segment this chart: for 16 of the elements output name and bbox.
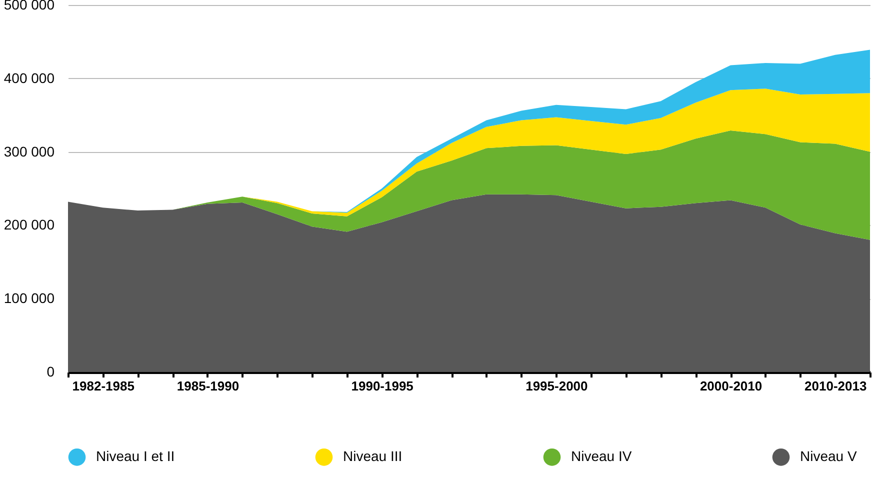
y-tick-label: 300 000: [4, 143, 55, 160]
legend-label: Niveau I et II: [96, 448, 175, 464]
y-tick-label: 200 000: [4, 216, 55, 233]
y-tick-label: 100 000: [4, 290, 55, 306]
legend-label: Niveau V: [800, 448, 858, 464]
legend-label: Niveau IV: [571, 448, 632, 464]
x-tick-label: 1995-2000: [526, 378, 588, 394]
x-tick-label: 2010-2013: [804, 378, 867, 394]
y-tick-label: 500 000: [4, 0, 55, 12]
x-tick-label: 1990-1995: [351, 378, 414, 394]
x-tick-label: 1985-1990: [176, 378, 240, 394]
legend-label: Niveau III: [343, 448, 402, 464]
x-tick-label: 1982-1985: [72, 378, 134, 394]
x-tick-label: 2000-2010: [700, 378, 762, 394]
y-tick-label: 400 000: [4, 70, 55, 86]
y-tick-label: 0: [46, 364, 55, 380]
